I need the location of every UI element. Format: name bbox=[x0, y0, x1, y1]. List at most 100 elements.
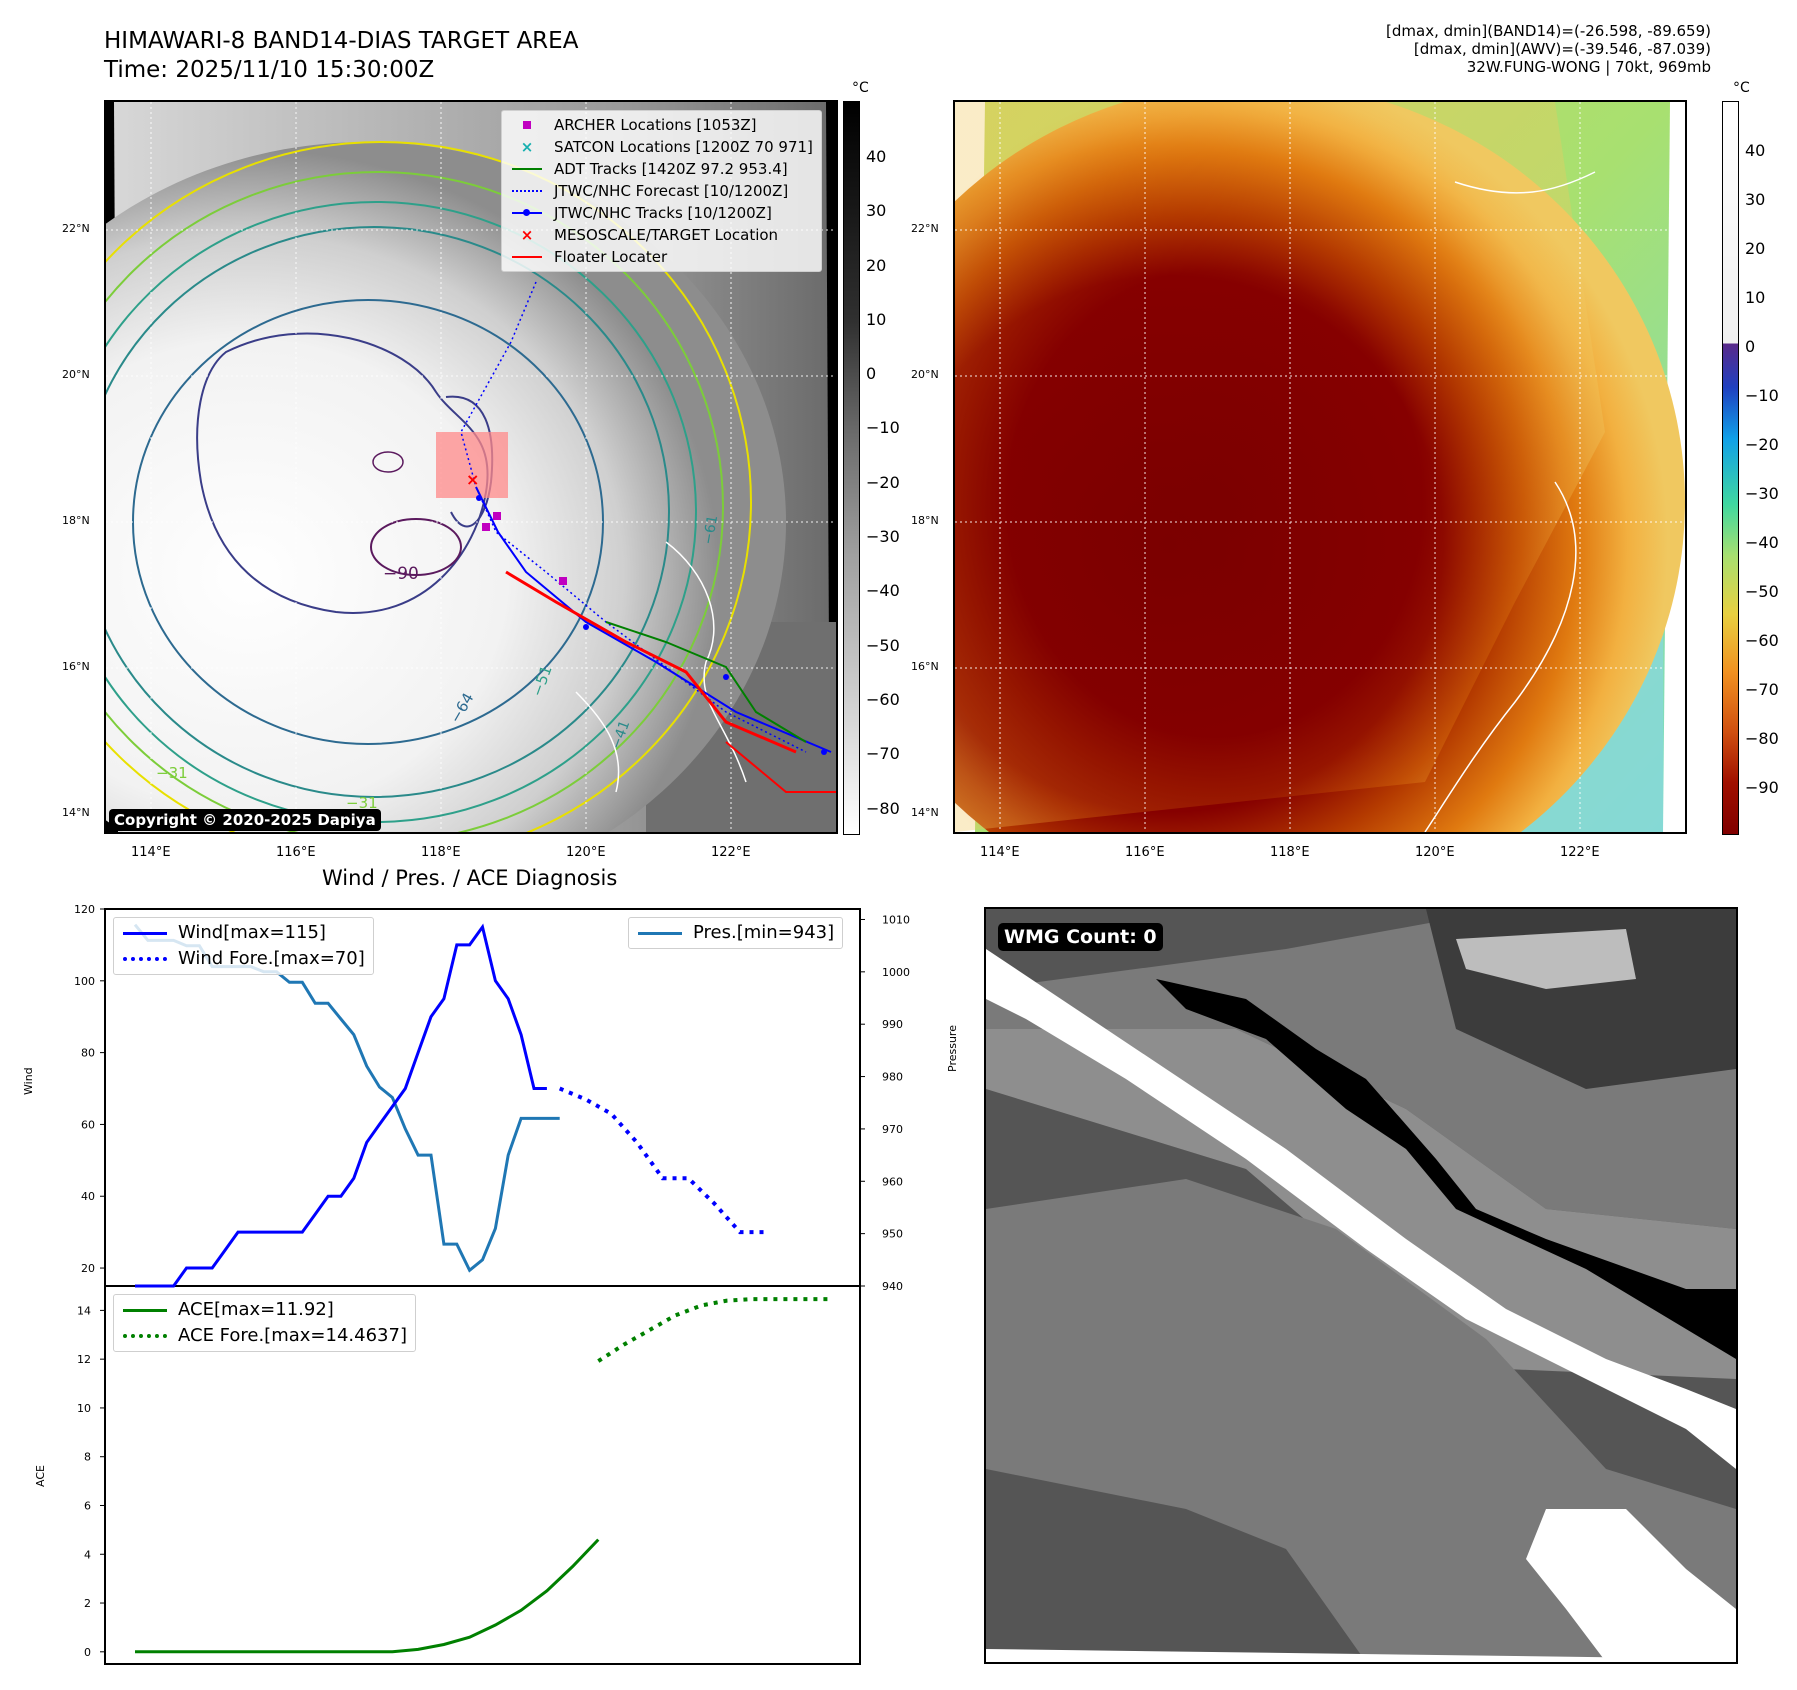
info-line-awv: [dmax, dmin](AWV)=(-39.546, -87.039) bbox=[1413, 40, 1711, 58]
legend-label: ACE[max=11.92] bbox=[178, 1299, 334, 1320]
colorbar-tick: 0 bbox=[866, 364, 877, 383]
ace-legend: ACE[max=11.92] ACE Fore.[max=14.4637] bbox=[113, 1294, 416, 1352]
y-tick-label: 0 bbox=[84, 1646, 91, 1659]
legend-item-mesoscale: × MESOSCALE/TARGET Location bbox=[510, 224, 813, 246]
solid-line-icon bbox=[122, 1303, 168, 1317]
x-marker-icon: × bbox=[520, 138, 534, 156]
legend-label: MESOSCALE/TARGET Location bbox=[554, 226, 779, 244]
dotted-line-icon bbox=[510, 184, 544, 198]
ir-colorbar bbox=[843, 101, 860, 835]
y-tick-label: 40 bbox=[81, 1190, 95, 1203]
y2-tick-label: 960 bbox=[882, 1175, 903, 1188]
legend-label: Wind[max=115] bbox=[178, 922, 326, 943]
ace-series-line bbox=[135, 1538, 600, 1654]
line-dot-icon bbox=[510, 206, 544, 220]
colorbar-tick: −70 bbox=[866, 744, 900, 763]
info-line-storm: 32W.FUNG-WONG | 70kt, 969mb bbox=[1466, 58, 1711, 76]
legend-item-floater: Floater Locater bbox=[510, 246, 813, 268]
ir-map-image: × bbox=[106, 102, 836, 832]
legend-label: Pres.[min=943] bbox=[693, 922, 835, 943]
pressure-legend: Pres.[min=943] bbox=[628, 917, 844, 949]
wind-forecast-series-line bbox=[558, 1086, 766, 1235]
colorbar-tick: 20 bbox=[866, 256, 887, 275]
legend-item-ace-forecast: ACE Fore.[max=14.4637] bbox=[122, 1323, 407, 1349]
legend-label: ADT Tracks [1420Z 97.2 953.4] bbox=[554, 160, 788, 178]
colorbar-tick: −80 bbox=[1745, 729, 1779, 748]
x-tick-label: 116°E bbox=[1125, 845, 1165, 860]
x-tick-label: 120°E bbox=[1415, 845, 1455, 860]
ir-map-legend: ARCHER Locations [1053Z] × SATCON Locati… bbox=[501, 110, 822, 272]
awv-map-image bbox=[955, 102, 1685, 832]
colorbar-tick: −30 bbox=[1745, 484, 1779, 503]
y-tick-label: 8 bbox=[84, 1451, 91, 1464]
y-tick-label: 6 bbox=[84, 1499, 91, 1512]
solid-line-icon bbox=[510, 250, 544, 264]
contour-label: −31 bbox=[156, 764, 188, 782]
wind-series-line bbox=[135, 923, 547, 1288]
x-tick-label: 116°E bbox=[276, 845, 316, 860]
wmg-image bbox=[986, 909, 1736, 1662]
x-tick-label: 118°E bbox=[421, 845, 461, 860]
colorbar-tick: 10 bbox=[866, 310, 887, 329]
y-tick-label: 18°N bbox=[62, 514, 90, 527]
chart-title: HIMAWARI-8 BAND14-DIAS TARGET AREA Time: … bbox=[104, 27, 578, 85]
pressure-series-line bbox=[133, 923, 560, 1273]
y-tick-label: 14 bbox=[77, 1304, 91, 1317]
y-tick-label: 22°N bbox=[911, 222, 939, 235]
colorbar-tick: 30 bbox=[1745, 190, 1766, 209]
info-line-band14: [dmax, dmin](BAND14)=(-26.598, -89.659) bbox=[1386, 22, 1711, 40]
legend-item-adt: ADT Tracks [1420Z 97.2 953.4] bbox=[510, 158, 813, 180]
y-tick-label: 100 bbox=[74, 975, 95, 988]
awv-colorbar-unit: °C bbox=[1733, 80, 1750, 96]
contour-label: −31 bbox=[346, 794, 378, 812]
y2-tick-label: 940 bbox=[882, 1280, 903, 1293]
y-tick-label: 14°N bbox=[62, 806, 90, 819]
y2-tick-label: 970 bbox=[882, 1123, 903, 1136]
wmg-count-badge: WMG Count: 0 bbox=[998, 923, 1163, 951]
legend-item-wind-forecast: Wind Fore.[max=70] bbox=[122, 946, 365, 972]
legend-item-ace: ACE[max=11.92] bbox=[122, 1297, 407, 1323]
colorbar-tick: 40 bbox=[1745, 141, 1766, 160]
wmg-panel: WMG Count: 0 bbox=[984, 907, 1738, 1664]
awv-colorbar bbox=[1722, 101, 1739, 835]
legend-label: ACE Fore.[max=14.4637] bbox=[178, 1325, 407, 1346]
legend-label: ARCHER Locations [1053Z] bbox=[554, 116, 757, 134]
x-tick-label: 114°E bbox=[980, 845, 1020, 860]
solid-line-icon bbox=[510, 162, 544, 176]
y2-tick-label: 990 bbox=[882, 1018, 903, 1031]
legend-label: Wind Fore.[max=70] bbox=[178, 948, 365, 969]
colorbar-tick: −50 bbox=[1745, 582, 1779, 601]
solid-line-icon bbox=[122, 926, 168, 940]
colorbar-tick: −30 bbox=[866, 527, 900, 546]
y-tick-label: 16°N bbox=[911, 660, 939, 673]
x-marker-icon: × bbox=[520, 226, 534, 244]
diagnosis-title: Wind / Pres. / ACE Diagnosis bbox=[322, 866, 618, 890]
wind-legend: Wind[max=115] Wind Fore.[max=70] bbox=[113, 917, 374, 975]
legend-item-pressure: Pres.[min=943] bbox=[637, 920, 834, 946]
x-tick-label: 122°E bbox=[711, 845, 751, 860]
dotted-line-icon bbox=[122, 952, 168, 966]
colorbar-tick: −40 bbox=[866, 581, 900, 600]
ace-plot-frame bbox=[104, 1285, 861, 1665]
legend-item-archer: ARCHER Locations [1053Z] bbox=[510, 114, 813, 136]
colorbar-tick: −20 bbox=[866, 473, 900, 492]
y-tick-label: 14°N bbox=[911, 806, 939, 819]
y-tick-label: 12 bbox=[77, 1353, 91, 1366]
colorbar-tick: −40 bbox=[1745, 533, 1779, 552]
y-tick-label: 18°N bbox=[911, 514, 939, 527]
y-tick-label: 2 bbox=[84, 1597, 91, 1610]
y-tick-label: 16°N bbox=[62, 660, 90, 673]
solid-line-icon bbox=[637, 926, 683, 940]
chart-title-line2: Time: 2025/11/10 15:30:00Z bbox=[104, 57, 435, 83]
colorbar-tick: 0 bbox=[1745, 337, 1756, 356]
awv-map-panel bbox=[953, 100, 1687, 834]
y-tick-label: 22°N bbox=[62, 222, 90, 235]
colorbar-tick: −90 bbox=[1745, 778, 1779, 797]
legend-item-jtwc-tracks: JTWC/NHC Tracks [10/1200Z] bbox=[510, 202, 813, 224]
colorbar-tick: 40 bbox=[866, 147, 887, 166]
legend-item-satcon: × SATCON Locations [1200Z 70 971] bbox=[510, 136, 813, 158]
x-tick-label: 118°E bbox=[1270, 845, 1310, 860]
square-marker-icon bbox=[510, 118, 544, 132]
colorbar-tick: −60 bbox=[1745, 631, 1779, 650]
